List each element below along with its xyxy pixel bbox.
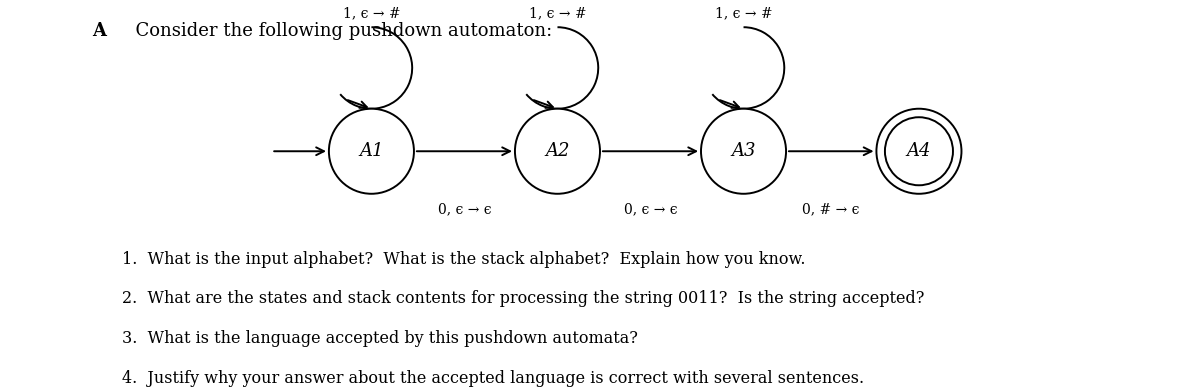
Text: 1, ϵ → #: 1, ϵ → #: [715, 6, 773, 20]
Text: A3: A3: [731, 142, 756, 160]
Ellipse shape: [876, 109, 961, 194]
Text: A: A: [92, 23, 106, 40]
Text: A2: A2: [545, 142, 570, 160]
Text: A4: A4: [907, 142, 931, 160]
Text: 4.  Justify why your answer about the accepted language is correct with several : 4. Justify why your answer about the acc…: [121, 369, 864, 386]
Text: 0, ϵ → ϵ: 0, ϵ → ϵ: [438, 203, 491, 217]
Text: Consider the following pushdown automaton:: Consider the following pushdown automato…: [124, 23, 552, 40]
Text: 3.  What is the language accepted by this pushdown automata?: 3. What is the language accepted by this…: [121, 330, 637, 347]
Ellipse shape: [329, 109, 414, 194]
Text: 0, # → ϵ: 0, # → ϵ: [803, 203, 860, 217]
Text: 1, ϵ → #: 1, ϵ → #: [529, 6, 587, 20]
Text: 1, ϵ → #: 1, ϵ → #: [343, 6, 401, 20]
Text: 0, ϵ → ϵ: 0, ϵ → ϵ: [624, 203, 677, 217]
Ellipse shape: [701, 109, 786, 194]
Text: 2.  What are the states and stack contents for processing the string 0011?  Is t: 2. What are the states and stack content…: [121, 291, 924, 307]
Text: A1: A1: [359, 142, 384, 160]
Ellipse shape: [515, 109, 600, 194]
Text: 1.  What is the input alphabet?  What is the stack alphabet?  Explain how you kn: 1. What is the input alphabet? What is t…: [121, 251, 805, 268]
